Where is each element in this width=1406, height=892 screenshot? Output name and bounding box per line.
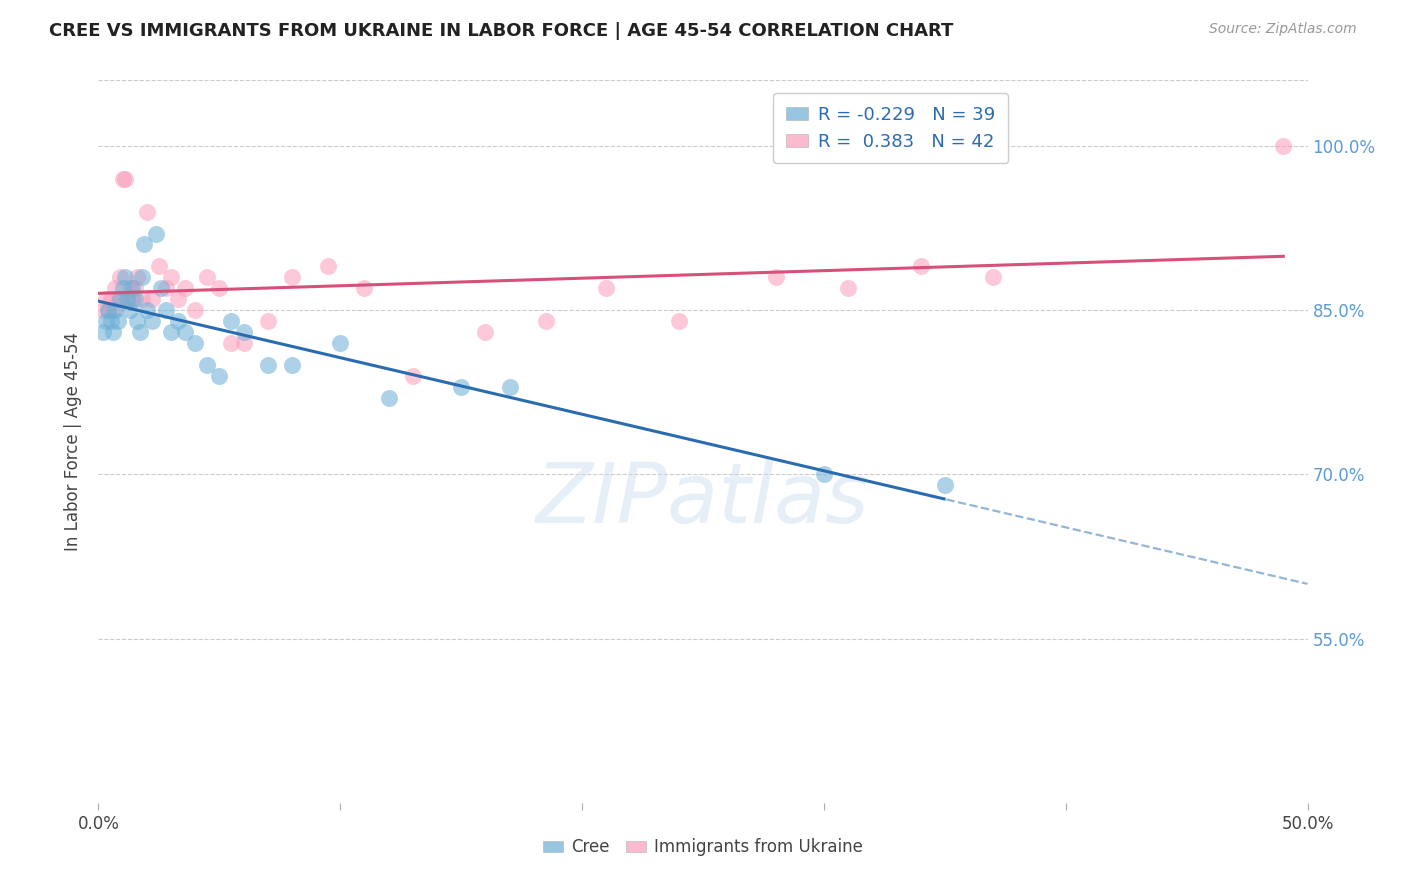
Point	[108, 270, 131, 285]
Point	[1272, 139, 1295, 153]
Point	[104, 281, 127, 295]
Point	[534, 314, 557, 328]
Point	[208, 368, 231, 383]
Point	[184, 336, 207, 351]
Point	[208, 281, 231, 295]
Point	[174, 281, 197, 295]
Point	[184, 303, 207, 318]
Point	[127, 314, 149, 328]
Point	[910, 260, 932, 274]
Point	[124, 292, 146, 306]
Point	[160, 270, 183, 285]
Point	[114, 171, 136, 186]
Point	[131, 292, 153, 306]
Point	[91, 303, 114, 318]
Point	[148, 260, 170, 274]
Point	[100, 314, 122, 328]
Point	[256, 358, 278, 372]
Point	[134, 237, 156, 252]
Text: ZIPatlas: ZIPatlas	[536, 458, 870, 540]
Point	[121, 292, 143, 306]
Point	[837, 281, 859, 295]
Point	[221, 314, 243, 328]
Point	[97, 303, 120, 318]
Point	[450, 380, 472, 394]
Point	[281, 358, 304, 372]
Point	[141, 314, 163, 328]
Point	[104, 303, 127, 318]
Point	[981, 270, 1004, 285]
Point	[114, 270, 136, 285]
Point	[765, 270, 787, 285]
Point	[135, 303, 157, 318]
Point	[232, 336, 254, 351]
Point	[124, 281, 146, 295]
Y-axis label: In Labor Force | Age 45-54: In Labor Force | Age 45-54	[65, 332, 83, 551]
Point	[402, 368, 425, 383]
Point	[117, 292, 139, 306]
Point	[195, 358, 218, 372]
Point	[100, 292, 122, 306]
Point	[127, 270, 149, 285]
Point	[155, 281, 177, 295]
Point	[155, 303, 177, 318]
Point	[118, 303, 141, 318]
Point	[94, 314, 117, 328]
Point	[316, 260, 339, 274]
Point	[91, 325, 114, 339]
Point	[128, 325, 150, 339]
Point	[118, 281, 141, 295]
Legend: Cree, Immigrants from Ukraine: Cree, Immigrants from Ukraine	[536, 831, 870, 863]
Point	[232, 325, 254, 339]
Point	[668, 314, 690, 328]
Point	[101, 325, 124, 339]
Point	[934, 478, 956, 492]
Point	[107, 292, 129, 306]
Point	[329, 336, 352, 351]
Point	[108, 292, 131, 306]
Point	[111, 171, 134, 186]
Point	[150, 281, 173, 295]
Point	[167, 314, 190, 328]
Point	[377, 391, 399, 405]
Point	[174, 325, 197, 339]
Point	[107, 314, 129, 328]
Text: Source: ZipAtlas.com: Source: ZipAtlas.com	[1209, 22, 1357, 37]
Point	[121, 281, 143, 295]
Point	[595, 281, 617, 295]
Point	[117, 292, 139, 306]
Point	[101, 303, 124, 318]
Point	[474, 325, 496, 339]
Point	[141, 292, 163, 306]
Point	[221, 336, 243, 351]
Point	[94, 292, 117, 306]
Point	[281, 270, 304, 285]
Point	[111, 281, 134, 295]
Point	[195, 270, 218, 285]
Point	[813, 467, 835, 482]
Text: CREE VS IMMIGRANTS FROM UKRAINE IN LABOR FORCE | AGE 45-54 CORRELATION CHART: CREE VS IMMIGRANTS FROM UKRAINE IN LABOR…	[49, 22, 953, 40]
Point	[97, 303, 120, 318]
Point	[498, 380, 520, 394]
Point	[167, 292, 190, 306]
Point	[256, 314, 278, 328]
Point	[160, 325, 183, 339]
Point	[353, 281, 375, 295]
Point	[131, 270, 153, 285]
Point	[145, 227, 167, 241]
Point	[135, 204, 157, 219]
